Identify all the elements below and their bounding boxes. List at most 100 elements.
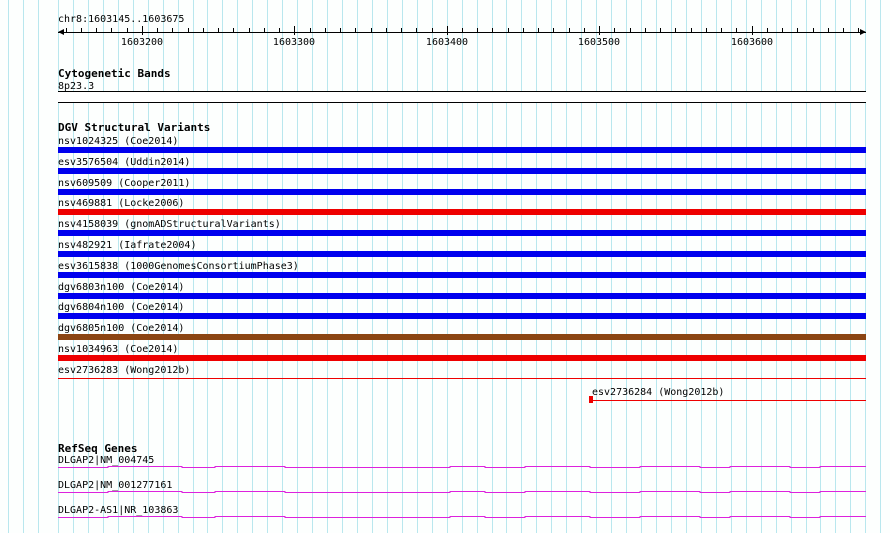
gridline [731,0,732,533]
ruler-tick-minor [203,28,204,33]
ruler-tick-minor [66,28,67,33]
ruler-tick-major [294,26,295,35]
dgv-feature-label[interactable]: nsv609509 (Cooper2011) [58,177,191,189]
ruler-tick-minor [843,28,844,33]
ruler-tick-minor [645,28,646,33]
gridline [791,0,792,533]
dgv-feature-bar[interactable] [58,355,866,361]
dgv-feature-marker[interactable] [589,396,593,403]
ruler-tick-minor [492,28,493,33]
gridline [477,0,478,533]
ruler-tick-minor [736,28,737,33]
ruler-tick-minor [96,28,97,33]
ruler-tick-minor [371,28,372,33]
refseq-gene-label[interactable]: DLGAP2|NM_004745 [58,455,155,466]
dgv-feature-bar[interactable] [58,230,866,237]
dgv-feature-bar[interactable] [58,271,866,278]
gridline [746,0,747,533]
gridline [372,0,373,533]
dgv-feature-label[interactable]: nsv1034963 (Coe2014) [58,344,179,355]
dgv-feature-label[interactable]: dgv6804n100 (Coe2014) [58,302,185,314]
ruler-tick-label: 1603200 [120,37,164,48]
dgv-feature-label[interactable]: esv2736284 (Wong2012b) [592,387,725,398]
dgv-feature-label[interactable]: esv3615838 (1000GenomesConsortiumPhase3) [58,260,299,272]
refseq-gene-label[interactable]: DLGAP2-AS1|NR_103863 [58,505,179,516]
ruler-left-arrow-icon[interactable] [58,29,64,35]
cytoband-label: 8p23.3 [58,81,95,92]
gridline [506,0,507,533]
ruler-tick-minor [508,28,509,33]
refseq-gene-label[interactable]: DLGAP2|NM_001277161 [58,480,173,491]
ruler-tick-minor [416,28,417,33]
ruler-tick-major [752,26,753,35]
refseq-gene-model[interactable] [0,464,890,478]
gridline [656,0,657,533]
ruler-tick-minor [218,28,219,33]
dgv-feature-label[interactable]: nsv4158039 (gnomADStructuralVariants) [58,219,281,231]
dgv-track-title: DGV Structural Variants [58,121,211,134]
gridline [761,0,762,533]
refseq-gene-model[interactable] [0,514,890,528]
dgv-feature-bar[interactable] [58,147,866,153]
dgv-feature-label[interactable]: dgv6805n100 (Coe2014) [58,323,185,335]
dgv-feature-bar[interactable] [58,167,866,174]
dgv-feature-bar[interactable] [58,292,866,299]
ruler-tick-minor [432,28,433,33]
ruler-right-arrow-icon[interactable] [860,29,866,35]
refseq-gene-model[interactable] [0,489,890,503]
gridline [23,0,24,533]
gridline [626,0,627,533]
ruler-tick-major [447,26,448,35]
dgv-feature-bar[interactable] [58,313,866,320]
ruler-tick-minor [660,28,661,33]
gridline [716,0,717,533]
cytoband-rect[interactable] [58,91,866,103]
ruler-tick-minor [538,28,539,33]
ruler-tick-minor [355,28,356,33]
ruler-tick-label: 1603400 [425,37,469,48]
gridline [880,0,881,533]
ruler-tick-minor [569,28,570,33]
ruler-tick-minor [523,28,524,33]
ruler-tick-minor [401,28,402,33]
ruler-tick-label: 1603500 [577,37,621,48]
ruler-tick-major [142,26,143,35]
ruler-tick-minor [325,28,326,33]
ruler-tick-minor [111,28,112,33]
ruler-tick-minor [127,28,128,33]
dgv-feature-bar-thin[interactable] [58,377,866,379]
dgv-feature-bar[interactable] [58,251,866,257]
ruler-tick-minor [310,28,311,33]
gridline [432,0,433,533]
dgv-feature-label[interactable]: esv2736283 (Wong2012b) [58,364,191,376]
ruler-tick-minor [477,28,478,33]
ruler-tick-minor [462,28,463,33]
gridline [387,0,388,533]
gridline [536,0,537,533]
ruler-tick-minor [172,28,173,33]
gridline [776,0,777,533]
ruler-tick-minor [188,28,189,33]
gridline [551,0,552,533]
ruler-tick-minor [614,28,615,33]
gridline [462,0,463,533]
gridline [357,0,358,533]
dgv-feature-bar[interactable] [58,209,866,216]
locus-coordinate-label: chr8:1603145..1603675 [58,14,185,25]
dgv-feature-label[interactable]: dgv6803n100 (Coe2014) [58,281,185,293]
dgv-feature-bar[interactable] [58,188,866,195]
gridline [835,0,836,533]
ruler-tick-minor [630,28,631,33]
dgv-feature-label[interactable]: nsv469881 (Locke2006) [58,198,185,210]
gridline [447,0,448,533]
dgv-feature-label[interactable]: nsv482921 (Iafrate2004) [58,240,197,251]
dgv-feature-label[interactable]: esv3576504 (Uddin2014) [58,156,191,168]
gridline [402,0,403,533]
ruler-tick-minor [340,28,341,33]
ruler-tick-minor [721,28,722,33]
dgv-feature-label[interactable]: nsv1024325 (Coe2014) [58,136,179,147]
dgv-feature-bar-thin[interactable] [593,400,866,401]
dgv-feature-bar[interactable] [58,334,866,341]
gridline [417,0,418,533]
